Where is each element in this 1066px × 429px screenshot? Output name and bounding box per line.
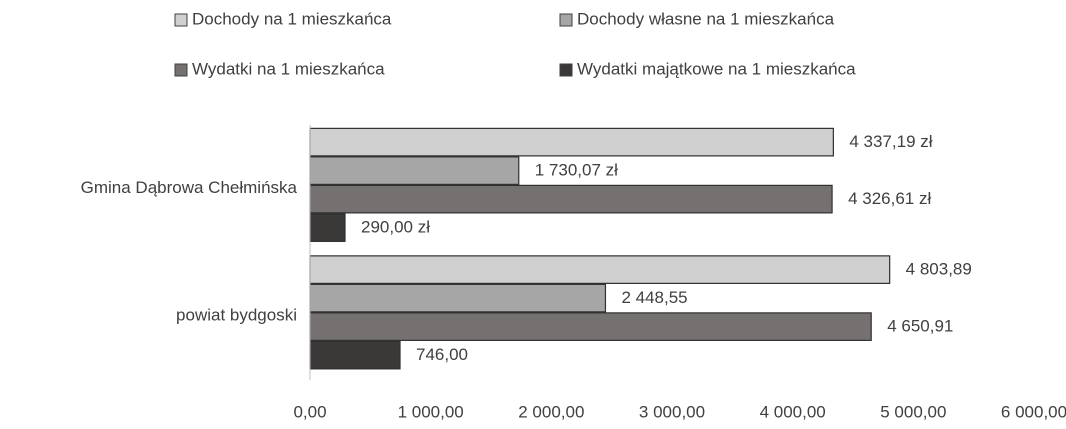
category-label: Gmina Dąbrowa Chełmińska [81,178,298,197]
legend-label: Dochody na 1 mieszkańca [192,9,392,28]
legend-swatch [174,13,188,27]
value-label: 2 448,55 [621,288,687,307]
bar [309,340,401,370]
value-label: 4 803,89 [906,260,972,279]
value-label: 4 337,19 zł [849,132,932,151]
legend-label: Wydatki na 1 mieszkańca [192,59,385,78]
x-tick-label: 3 000,00 [639,402,705,421]
bar [309,255,891,284]
x-tick-label: 4 000,00 [760,402,826,421]
legend-label: Dochody własne na 1 mieszkańca [577,9,835,28]
x-tick-label: 1 000,00 [398,402,464,421]
bar [309,312,872,341]
category-label: powiat bydgoski [176,306,297,325]
x-tick-label: 2 000,00 [518,402,584,421]
value-label: 4 650,91 [887,317,953,336]
bar [309,127,834,157]
legend-label: Wydatki majątkowe na 1 mieszkańca [577,59,856,78]
value-label: 290,00 zł [361,218,430,237]
legend-swatch [559,63,573,77]
legend-swatch [174,63,188,77]
x-tick-label: 5 000,00 [880,402,946,421]
bar [309,156,520,185]
value-label: 746,00 [416,345,468,364]
value-label: 4 326,61 zł [848,189,931,208]
x-tick-label: 6 000,00 [1001,402,1066,421]
legend-swatch [559,13,573,27]
value-label: 1 730,07 zł [535,161,618,180]
bar [309,213,346,242]
bar [309,283,607,313]
x-tick-label: 0,00 [293,402,326,421]
bar [309,184,833,214]
